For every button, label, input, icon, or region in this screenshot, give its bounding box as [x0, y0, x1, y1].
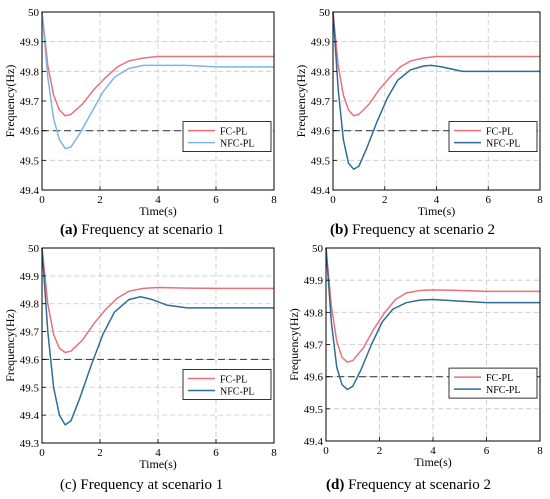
- legend-label-2: NFC-PL: [220, 387, 254, 398]
- x-tick-label: 0: [330, 194, 336, 206]
- legend-label-1: FC-PL: [220, 127, 247, 138]
- x-tick-label: 6: [213, 447, 219, 459]
- legend-box: [182, 121, 272, 152]
- caption-b: (b) Frequency at scenario 2: [330, 222, 495, 239]
- y-tick-label: 49.9: [311, 37, 331, 49]
- legend-label-2: NFC-PL: [220, 139, 254, 150]
- caption-a-label: (a): [60, 222, 78, 238]
- legend-box: [448, 121, 538, 152]
- x-tick-label: 0: [323, 445, 329, 457]
- legend-box: [182, 369, 272, 400]
- x-tick-label: 8: [537, 445, 543, 457]
- y-tick-label: 49.7: [304, 340, 324, 352]
- y-tick-label: 49.7: [20, 327, 40, 339]
- x-axis-label: Time(s): [139, 457, 177, 471]
- x-tick-label: 4: [430, 445, 436, 457]
- chart-3: 0 2 4 6 8 49.4 49.5 49.6 49.7 49.8 49.9 50 Time(s) Fr…: [287, 243, 543, 469]
- legend-label-1: FC-PL: [486, 127, 513, 138]
- caption-c-label: (c): [60, 477, 77, 493]
- series-line-1: [332, 11, 540, 117]
- y-tick-label: 49.5: [20, 382, 40, 394]
- x-tick-label: 0: [39, 447, 45, 459]
- chart-1: 0 2 4 6 8 49.4 49.5 49.6 49.7 49.8 49.9 50 Time(s) Fr…: [294, 7, 543, 218]
- y-tick-label: 49.3: [20, 438, 40, 450]
- legend-box: [448, 367, 538, 399]
- series-line-2: [41, 11, 274, 150]
- series-line-1: [41, 247, 274, 354]
- legend-label-1: FC-PL: [486, 373, 513, 384]
- y-tick-label: 49.9: [20, 37, 40, 49]
- x-tick-label: 2: [377, 445, 383, 457]
- x-tick-label: 6: [213, 194, 219, 206]
- caption-c: (c) Frequency at scenario 1: [60, 477, 223, 494]
- caption-d: (d) Frequency at scenario 2: [326, 477, 491, 494]
- chart-2: 0 2 4 6 8 49.3 49.4 49.5 49.6 49.7 49.8 49.9 50 Time(…: [3, 243, 277, 471]
- caption-d-text: Frequency at scenario 2: [348, 477, 491, 493]
- y-tick-label: 49.4: [20, 410, 40, 422]
- y-tick-label: 49.8: [311, 66, 331, 78]
- x-tick-label: 2: [97, 447, 103, 459]
- x-tick-label: 6: [484, 445, 490, 457]
- legend-label-1: FC-PL: [220, 375, 247, 386]
- y-tick-label: 49.6: [20, 126, 40, 138]
- series-line-2: [332, 11, 540, 170]
- caption-d-label: (d): [326, 477, 345, 493]
- x-tick-label: 0: [39, 194, 45, 206]
- series-line-1: [325, 247, 540, 363]
- y-tick-label: 49.5: [304, 404, 324, 416]
- x-tick-label: 4: [434, 194, 440, 206]
- caption-a-text: Frequency at scenario 1: [81, 222, 225, 238]
- y-tick-label: 50: [319, 7, 331, 19]
- y-tick-label: 49.5: [311, 155, 331, 167]
- caption-b-text: Frequency at scenario 2: [352, 222, 495, 238]
- y-tick-label: 49.8: [20, 66, 40, 78]
- y-tick-label: 49.7: [311, 96, 331, 108]
- y-tick-label: 49.5: [20, 155, 40, 167]
- y-tick-label: 50: [28, 7, 40, 19]
- chart-0: 0 2 4 6 8 49.4 49.5 49.6 49.7 49.8 49.9 50 Time(s) Fr…: [3, 7, 277, 218]
- series-line-2: [325, 247, 540, 391]
- y-tick-label: 49.4: [311, 185, 331, 197]
- y-tick-label: 49.7: [20, 96, 40, 108]
- y-tick-label: 49.6: [20, 354, 40, 366]
- series-line-2: [41, 247, 274, 426]
- y-tick-label: 49.4: [20, 185, 40, 197]
- x-tick-label: 6: [486, 194, 492, 206]
- y-tick-label: 49.6: [311, 126, 331, 138]
- legend-label-2: NFC-PL: [486, 139, 520, 150]
- y-axis-label: Frequency(Hz): [3, 309, 17, 382]
- y-tick-label: 49.8: [304, 307, 324, 319]
- y-tick-label: 49.9: [20, 271, 40, 283]
- x-tick-label: 2: [382, 194, 388, 206]
- y-axis-label: Frequency(Hz): [294, 65, 308, 138]
- caption-a: (a) Frequency at scenario 1: [60, 222, 224, 239]
- x-tick-label: 8: [537, 194, 543, 206]
- y-tick-label: 50: [312, 243, 324, 255]
- x-tick-label: 8: [271, 194, 277, 206]
- x-tick-label: 2: [97, 194, 103, 206]
- x-tick-label: 4: [155, 447, 161, 459]
- y-tick-label: 50: [28, 243, 40, 255]
- caption-b-label: (b): [330, 222, 349, 238]
- x-axis-label: Time(s): [139, 204, 177, 218]
- y-tick-label: 49.6: [304, 372, 324, 384]
- y-tick-label: 49.8: [20, 299, 40, 311]
- y-axis-label: Frequency(Hz): [3, 65, 17, 138]
- series-line-1: [41, 11, 274, 117]
- legend-label-2: NFC-PL: [486, 385, 520, 396]
- x-axis-label: Time(s): [418, 204, 456, 218]
- x-axis-label: Time(s): [414, 455, 452, 469]
- y-tick-label: 49.9: [304, 275, 324, 287]
- x-tick-label: 8: [271, 447, 277, 459]
- y-tick-label: 49.4: [304, 436, 324, 448]
- x-tick-label: 4: [155, 194, 161, 206]
- caption-c-text: Frequency at scenario 1: [80, 477, 224, 493]
- y-axis-label: Frequency(Hz): [287, 308, 301, 381]
